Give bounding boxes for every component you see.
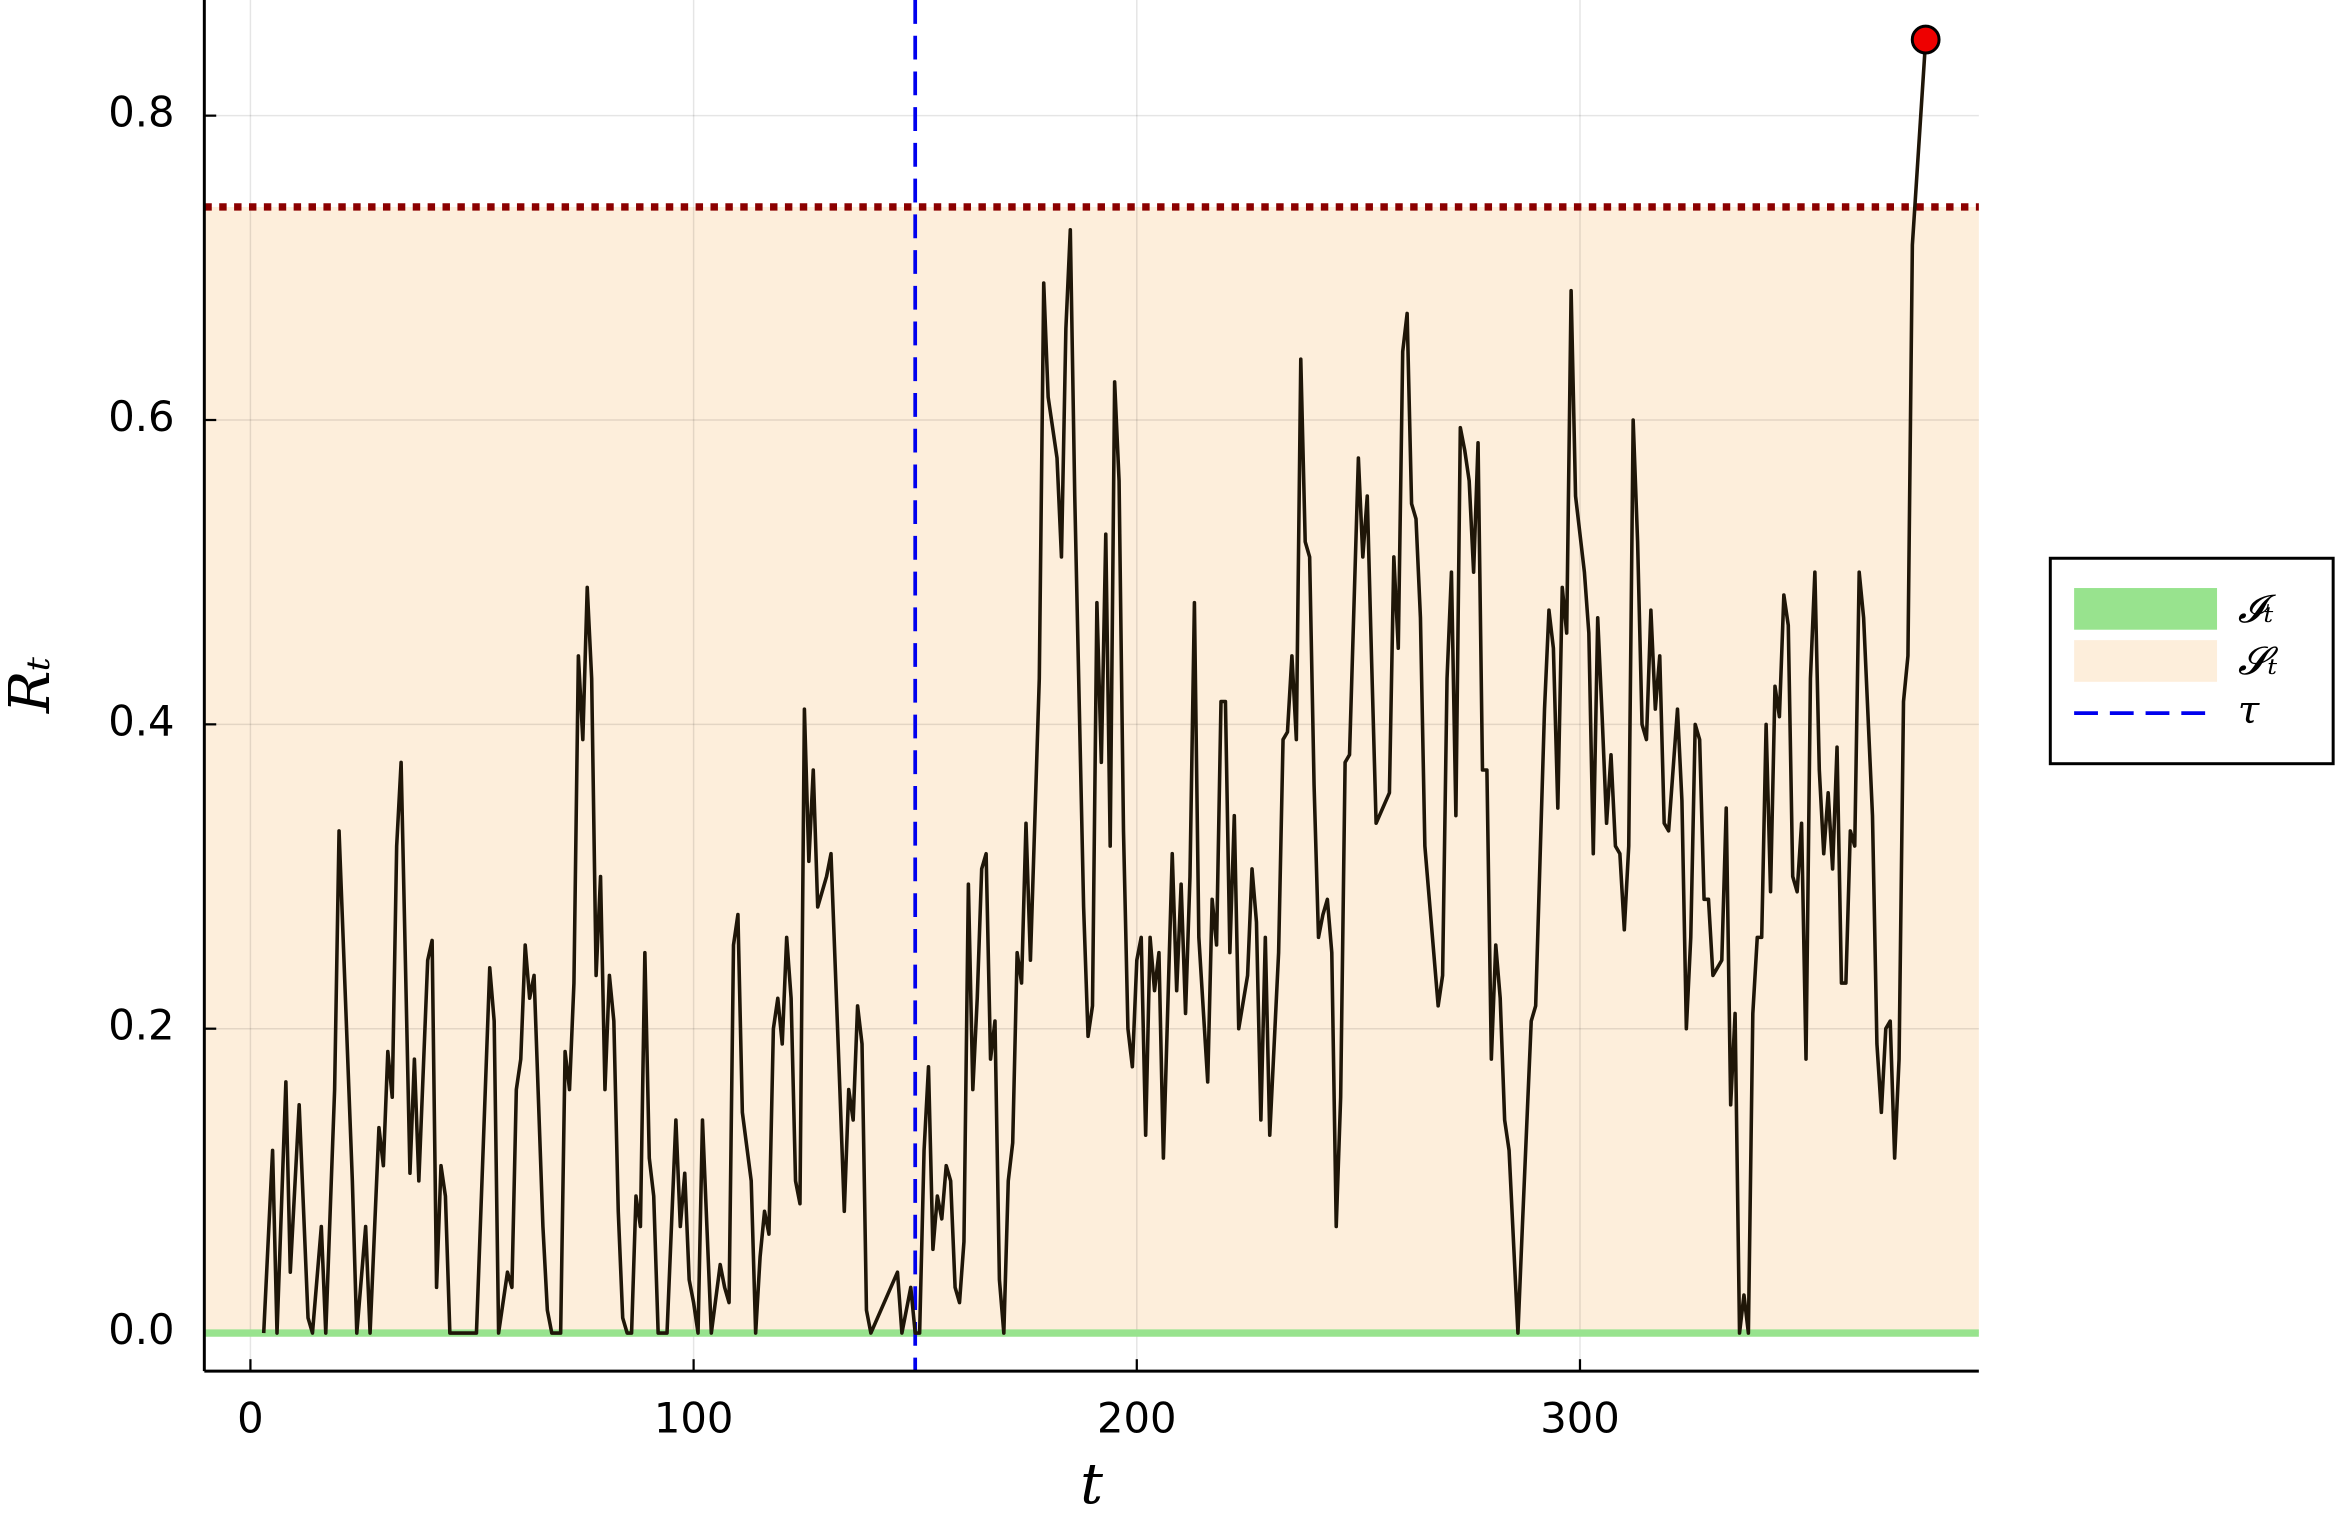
y-tick-label: 0.8 [108,88,174,137]
x-tick-label: 300 [1540,1394,1620,1443]
legend-swatch [2074,640,2218,682]
x-tick-label: 200 [1097,1394,1177,1443]
y-axis-label: Rₜ [0,656,63,714]
end-marker [1910,24,1941,55]
data-line [261,39,1928,1335]
legend-swatch [2074,588,2218,630]
region-band [204,206,1979,1334]
x-tick-label: 0 [237,1394,264,1443]
y-tick-label: 0.0 [108,1305,174,1354]
y-tick-label: 0.4 [108,696,174,745]
x-tick-label: 100 [654,1394,734,1443]
y-tick-label: 0.6 [108,392,174,441]
y-tick-label: 0.2 [108,1001,174,1050]
legend-label: 𝓢ₜ [2238,639,2279,684]
legend-label: τ [2238,688,2260,733]
legend-label: 𝓘ₜ [2238,587,2276,632]
x-axis-label: t [1080,1451,1103,1514]
